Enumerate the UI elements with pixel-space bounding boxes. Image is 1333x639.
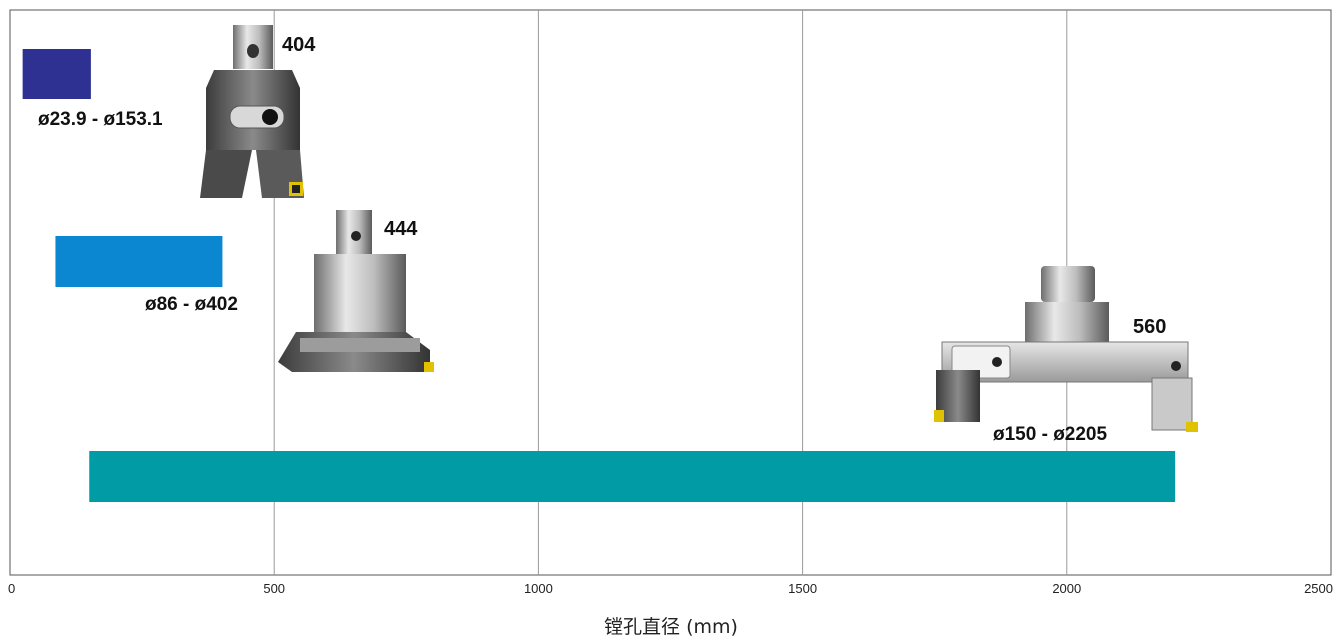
x-tick-0: 0 [8, 581, 15, 596]
x-axis-title: 镗孔直径 (mm) [604, 616, 738, 638]
plot-frame [9, 9, 1332, 576]
x-tick-2000: 2000 [1052, 581, 1081, 596]
boring-head-404-icon [200, 25, 304, 198]
range-label-404: ø23.9 - ø153.1 [38, 109, 163, 130]
range-label-444: ø86 - ø402 [145, 294, 238, 315]
x-tick-1000: 1000 [524, 581, 553, 596]
x-tick-labels: 0 500 1000 1500 2000 2500 [8, 581, 1333, 596]
boring-head-444-icon [278, 210, 434, 372]
range-bar-444 [55, 236, 223, 287]
range-bar-404 [22, 49, 91, 99]
range-bar-560 [89, 451, 1176, 502]
x-tick-2500: 2500 [1304, 581, 1333, 596]
boring-bar-560-icon [934, 266, 1198, 432]
model-label-404: 404 [282, 34, 316, 56]
bars-group [22, 49, 1176, 502]
x-tick-500: 500 [263, 581, 285, 596]
x-tick-1500: 1500 [788, 581, 817, 596]
model-label-444: 444 [384, 218, 418, 240]
model-label-560: 560 [1133, 316, 1166, 338]
range-label-560: ø150 - ø2205 [993, 424, 1107, 445]
